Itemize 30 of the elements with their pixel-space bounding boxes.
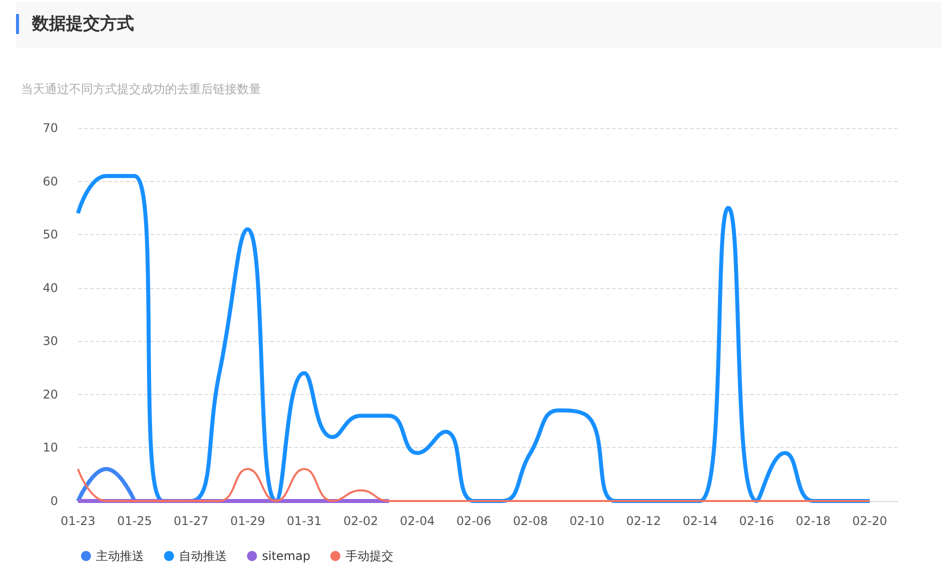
legend-label: 主动推送 [96, 549, 144, 563]
y-tick-label: 10 [42, 440, 58, 455]
y-tick-label: 20 [42, 387, 58, 402]
chart-title: 数据提交方式 [32, 13, 134, 35]
x-tick-label: 02-12 [626, 514, 661, 528]
chart-subtitle: 当天通过不同方式提交成功的去重后链接数量 [21, 81, 261, 98]
legend-label: 自动推送 [179, 549, 227, 563]
y-tick-label: 40 [42, 280, 58, 295]
y-tick-label: 60 [42, 174, 58, 188]
y-tick-label: 70 [42, 121, 58, 135]
y-tick-label: 50 [42, 228, 58, 242]
x-tick-label: 02-08 [512, 514, 548, 528]
x-tick-label: 02-20 [852, 514, 888, 528]
x-tick-label: 01-27 [174, 514, 209, 528]
x-tick-label: 01-31 [286, 514, 322, 528]
x-tick-label: 01-23 [60, 514, 96, 528]
x-tick-label: 02-06 [456, 514, 492, 528]
y-tick-label: 0 [50, 494, 58, 508]
legend-label: sitemap [262, 549, 310, 563]
x-tick-label: 02-04 [400, 514, 435, 528]
x-tick-label: 02-10 [570, 514, 604, 528]
x-tick-label: 02-02 [343, 514, 378, 528]
legend-label: 手动提交 [345, 549, 394, 563]
x-tick-label: 02-16 [739, 514, 774, 528]
x-tick-label: 02-14 [682, 514, 718, 528]
y-tick-label: 30 [42, 334, 58, 348]
x-tick-label: 01-29 [230, 514, 266, 528]
x-tick-label: 02-18 [796, 514, 831, 528]
line-series [76, 174, 872, 503]
x-tick-label: 01-25 [117, 514, 152, 528]
